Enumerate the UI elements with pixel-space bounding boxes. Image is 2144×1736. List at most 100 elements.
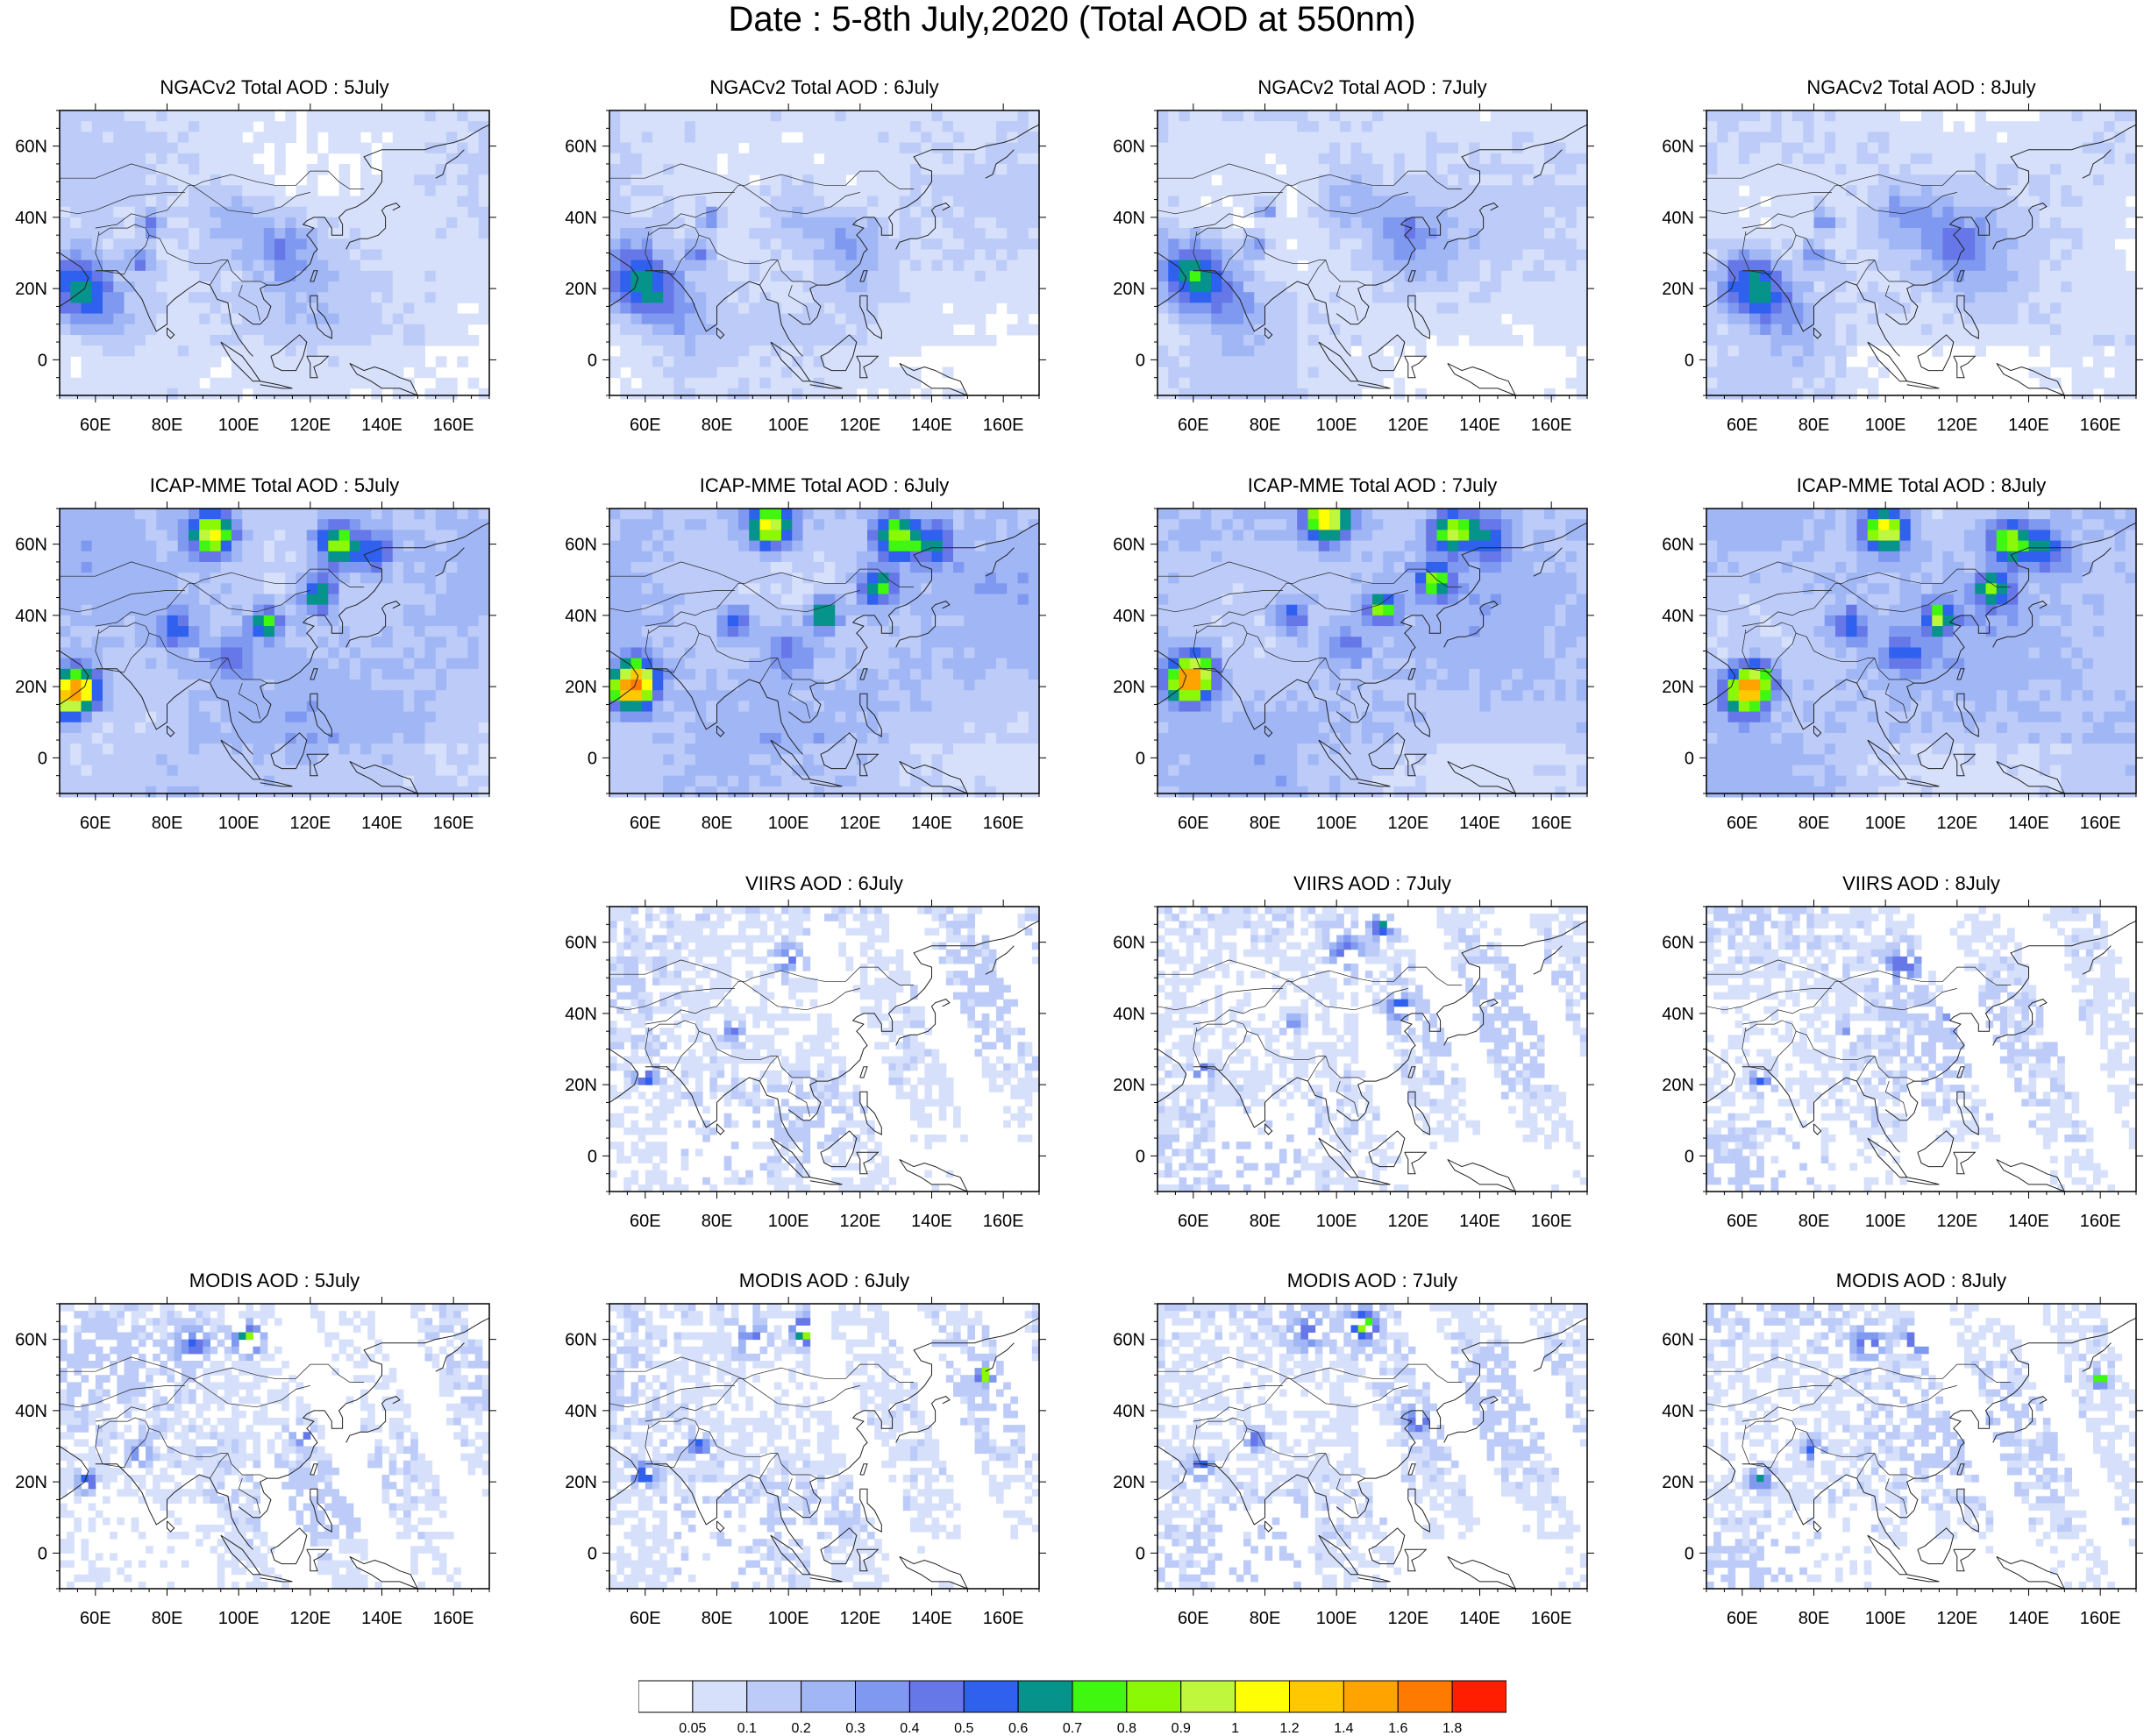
aod-cell (899, 142, 911, 154)
aod-cell (695, 281, 707, 293)
aod-cell (177, 260, 189, 272)
aod-cell (1415, 217, 1427, 229)
aod-cell (1350, 163, 1363, 175)
aod-cell (177, 356, 189, 367)
aod-cell (2050, 121, 2062, 132)
aod-cell (328, 249, 339, 261)
aod-cell (1426, 110, 1437, 122)
aod-cell (706, 238, 717, 250)
aod-cell (953, 238, 965, 250)
aod-cell (620, 206, 631, 218)
aod-cell (663, 356, 674, 367)
aod-cell (1436, 270, 1449, 282)
aod-cell (156, 121, 167, 132)
aod-cell (931, 217, 944, 229)
coastline (1318, 341, 1359, 382)
aod-cell (253, 324, 265, 336)
aod-cell (467, 163, 480, 175)
aod-cell (1717, 163, 1728, 175)
aod-cell (1985, 313, 1998, 325)
aod-cell (1340, 356, 1351, 367)
aod-cell (2093, 185, 2105, 196)
aod-cell (435, 238, 447, 250)
aod-cell (845, 132, 858, 144)
aod-cell (1921, 217, 1933, 229)
aod-cell (663, 366, 674, 379)
aod-cell (1436, 292, 1449, 303)
aod-cell (1964, 260, 1976, 272)
aod-cell (770, 132, 782, 144)
aod-cell (845, 281, 858, 293)
aod-cell (1275, 302, 1287, 315)
aod-cell (167, 615, 179, 627)
aod-cell (1254, 121, 1265, 132)
aod-cell (435, 313, 447, 325)
aod-cell (974, 217, 987, 229)
aod-cell (296, 573, 308, 584)
aod-cell (1770, 302, 1783, 315)
aod-cell (673, 281, 686, 293)
aod-cell (146, 110, 157, 122)
aod-cell (899, 163, 911, 175)
aod-cell (1383, 121, 1394, 132)
aod-cell (609, 153, 621, 165)
aod-cell (91, 583, 103, 594)
aod-cell (835, 132, 846, 144)
aod-cell (1964, 334, 1976, 346)
aod-cell (467, 615, 480, 627)
aod-cell (1372, 196, 1384, 208)
aod-cell (856, 345, 868, 357)
aod-cell (414, 551, 425, 563)
aod-cell (620, 356, 631, 367)
aod-cell (210, 324, 222, 336)
aod-cell (1189, 110, 1201, 122)
aod-cell (103, 509, 114, 520)
aod-cell (1415, 121, 1427, 132)
aod-cell (91, 334, 103, 346)
aod-cell (60, 377, 71, 389)
aod-cell (403, 509, 415, 520)
aod-cell (167, 121, 179, 132)
aod-cell (285, 324, 296, 336)
aod-cell (1576, 142, 1588, 154)
aod-cell (1329, 302, 1341, 315)
aod-cell (1964, 281, 1976, 293)
aod-cell (856, 281, 868, 293)
aod-cell (1781, 196, 1793, 208)
aod-cell (1512, 334, 1523, 346)
aod-cell (824, 206, 836, 218)
aod-cell (1372, 206, 1384, 218)
aod-cell (1792, 356, 1804, 367)
aod-cell (2071, 292, 2083, 303)
aod-cell (263, 185, 275, 196)
aod-cell (620, 196, 631, 208)
aod-cell (414, 302, 425, 315)
aod-cell (652, 132, 664, 144)
aod-cell (103, 174, 114, 186)
aod-cell (878, 292, 889, 303)
aod-cell (1275, 142, 1287, 154)
aod-cell (113, 142, 125, 154)
aod-cell (1243, 153, 1255, 165)
aod-cell (242, 228, 253, 239)
aod-cell (1781, 185, 1793, 196)
aod-cell (727, 334, 739, 346)
aod-cell (835, 334, 846, 346)
aod-cell (70, 163, 82, 175)
aod-cell (103, 281, 114, 293)
aod-cell (867, 110, 879, 122)
aod-cell (146, 509, 157, 520)
aod-cell (1867, 302, 1879, 315)
aod-cell (1835, 228, 1847, 239)
aod-cell (663, 260, 674, 272)
aod-cell (1028, 142, 1040, 154)
aod-cell (1179, 302, 1191, 315)
aod-cell (1792, 388, 1804, 400)
aod-cell (2114, 153, 2126, 165)
aod-cell (381, 121, 394, 132)
aod-cell (177, 637, 189, 648)
aod-cell (770, 110, 782, 122)
aod-cell (1297, 110, 1308, 122)
aod-cell (220, 583, 232, 594)
aod-cell (867, 163, 879, 175)
